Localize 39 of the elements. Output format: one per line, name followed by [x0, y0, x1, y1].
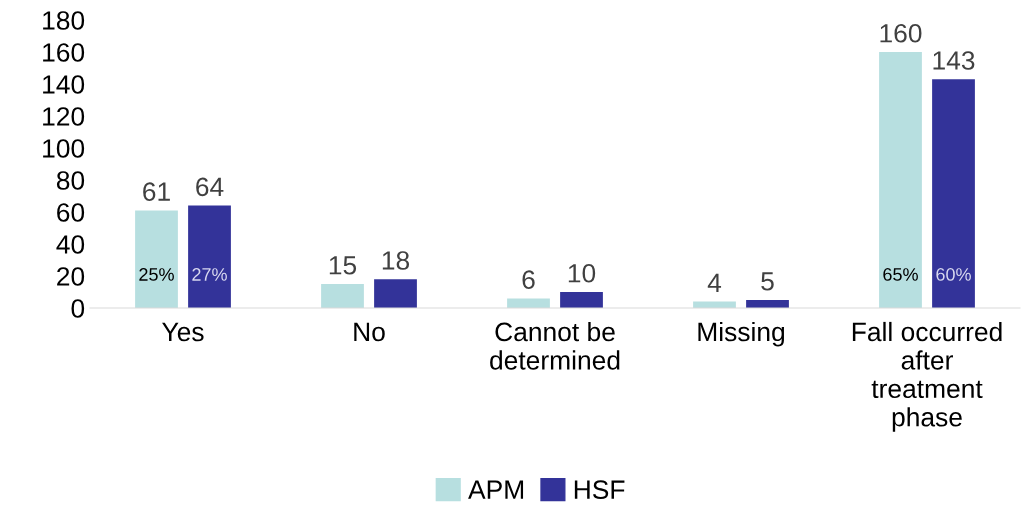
annotation: 65% [883, 268, 918, 281]
data-label: 64 [196, 177, 224, 197]
data-label: 4 [707, 273, 722, 292]
bar [932, 79, 975, 308]
bar [879, 52, 922, 308]
bar [321, 284, 364, 308]
data-label: 15 [329, 256, 357, 275]
legend-label: HSF [574, 480, 625, 500]
y-tick-label: 40 [56, 235, 85, 254]
bar [188, 205, 231, 308]
x-tick-label: Cannot be determined [490, 321, 620, 370]
y-tick-label: 0 [71, 299, 85, 318]
x-tick-label: Fall occurred after treatment phase [852, 321, 1002, 432]
annotation: 27% [192, 268, 227, 281]
y-tick-label: 140 [43, 75, 85, 94]
legend-label: APM [468, 480, 524, 499]
y-tick-label: 80 [56, 171, 85, 190]
data-label: 6 [522, 270, 535, 290]
annotation: 60% [936, 268, 971, 281]
x-tick-label: Missing [698, 321, 785, 347]
data-label: 160 [880, 23, 922, 43]
data-label: 5 [761, 272, 774, 291]
x-tick-label: Yes [162, 322, 204, 342]
y-tick-label: 120 [43, 107, 85, 126]
data-label: 143 [933, 51, 975, 70]
y-tick-label: 100 [43, 139, 85, 158]
x-tick-label: No [354, 322, 385, 342]
y-tick-label: 180 [43, 11, 85, 30]
y-tick-label: 60 [57, 203, 85, 222]
data-label: 10 [568, 263, 596, 283]
bar [560, 292, 603, 308]
annotation: 25% [139, 268, 174, 281]
bar [507, 298, 550, 308]
data-label: 61 [143, 182, 170, 202]
bar [135, 210, 178, 308]
y-tick-label: 160 [43, 43, 85, 62]
data-label: 18 [382, 251, 410, 270]
y-tick-label: 20 [57, 267, 85, 286]
bar [374, 279, 417, 308]
